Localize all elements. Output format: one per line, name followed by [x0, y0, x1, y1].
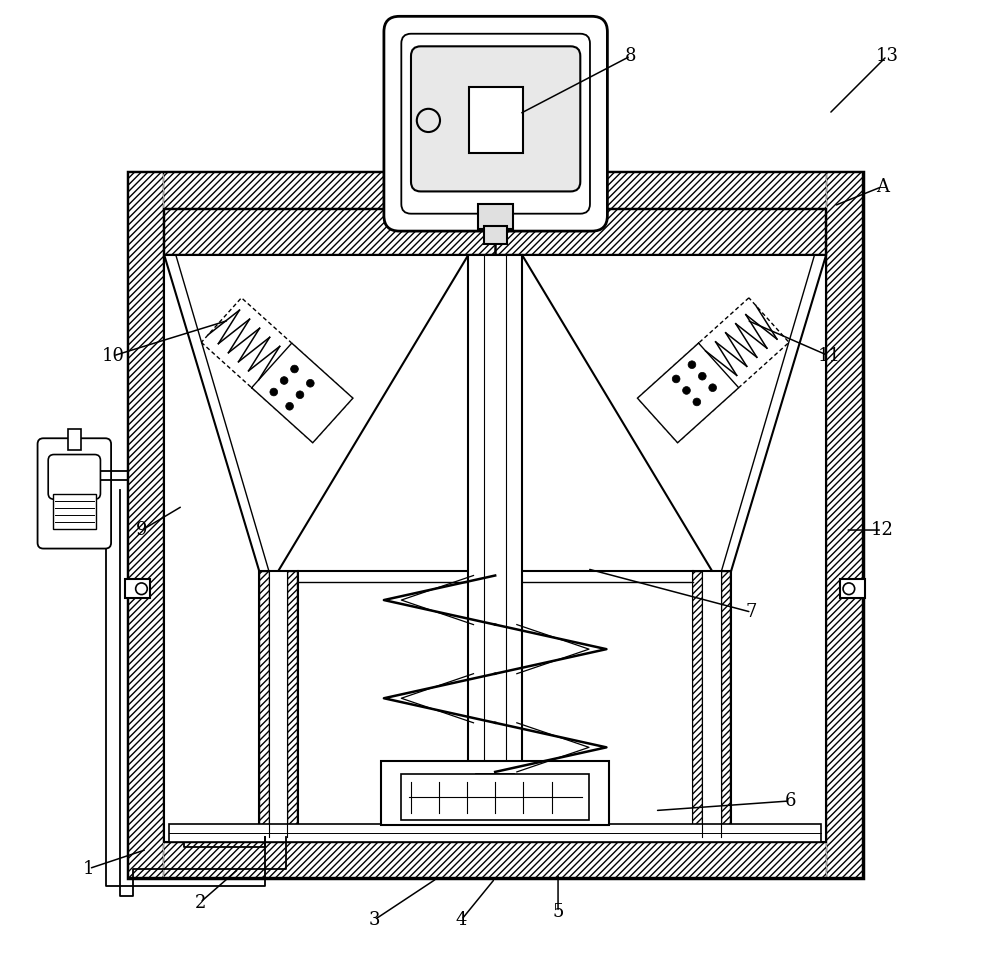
Circle shape — [291, 365, 298, 373]
Bar — [288, 571, 297, 836]
Circle shape — [709, 383, 717, 391]
Bar — [165, 210, 825, 254]
Bar — [128, 172, 863, 879]
Bar — [53, 494, 96, 529]
Bar — [840, 579, 865, 598]
Text: 5: 5 — [552, 903, 564, 921]
Bar — [169, 824, 821, 842]
Text: 9: 9 — [136, 521, 148, 539]
Bar — [401, 774, 589, 820]
Circle shape — [306, 379, 314, 387]
Text: 4: 4 — [456, 911, 467, 929]
FancyBboxPatch shape — [38, 438, 111, 549]
Bar — [693, 571, 702, 836]
Bar — [125, 579, 150, 598]
Circle shape — [270, 388, 278, 396]
Bar — [68, 428, 81, 450]
Text: 2: 2 — [194, 893, 206, 912]
Text: 6: 6 — [784, 792, 796, 810]
Circle shape — [688, 361, 696, 369]
Bar — [164, 173, 826, 208]
Text: 7: 7 — [746, 603, 757, 622]
Bar — [722, 571, 730, 836]
Bar — [476, 774, 514, 778]
Circle shape — [296, 391, 304, 399]
Circle shape — [280, 377, 288, 384]
Text: 3: 3 — [368, 911, 380, 929]
Bar — [468, 255, 522, 778]
Bar — [469, 87, 523, 153]
Text: 8: 8 — [625, 47, 636, 65]
Bar — [164, 209, 826, 842]
Circle shape — [698, 373, 706, 380]
Circle shape — [693, 398, 701, 406]
Polygon shape — [637, 343, 739, 443]
FancyBboxPatch shape — [401, 34, 590, 214]
Circle shape — [672, 375, 680, 382]
Bar — [381, 761, 609, 825]
Bar — [478, 204, 513, 230]
Polygon shape — [252, 343, 353, 443]
Text: 11: 11 — [817, 347, 840, 365]
Text: 10: 10 — [102, 347, 125, 365]
Text: 1: 1 — [83, 859, 95, 878]
Bar — [827, 173, 862, 878]
Bar — [164, 209, 826, 255]
Circle shape — [683, 386, 690, 394]
FancyBboxPatch shape — [48, 454, 100, 499]
Bar — [260, 571, 269, 836]
Bar — [484, 227, 507, 243]
Text: A: A — [876, 178, 889, 196]
Bar — [259, 571, 298, 837]
Bar — [693, 571, 731, 837]
Circle shape — [286, 403, 293, 411]
Text: 12: 12 — [871, 521, 894, 539]
FancyBboxPatch shape — [411, 47, 580, 192]
Text: 13: 13 — [875, 47, 898, 65]
Bar — [129, 173, 163, 878]
Bar — [164, 843, 826, 878]
FancyBboxPatch shape — [384, 17, 607, 232]
